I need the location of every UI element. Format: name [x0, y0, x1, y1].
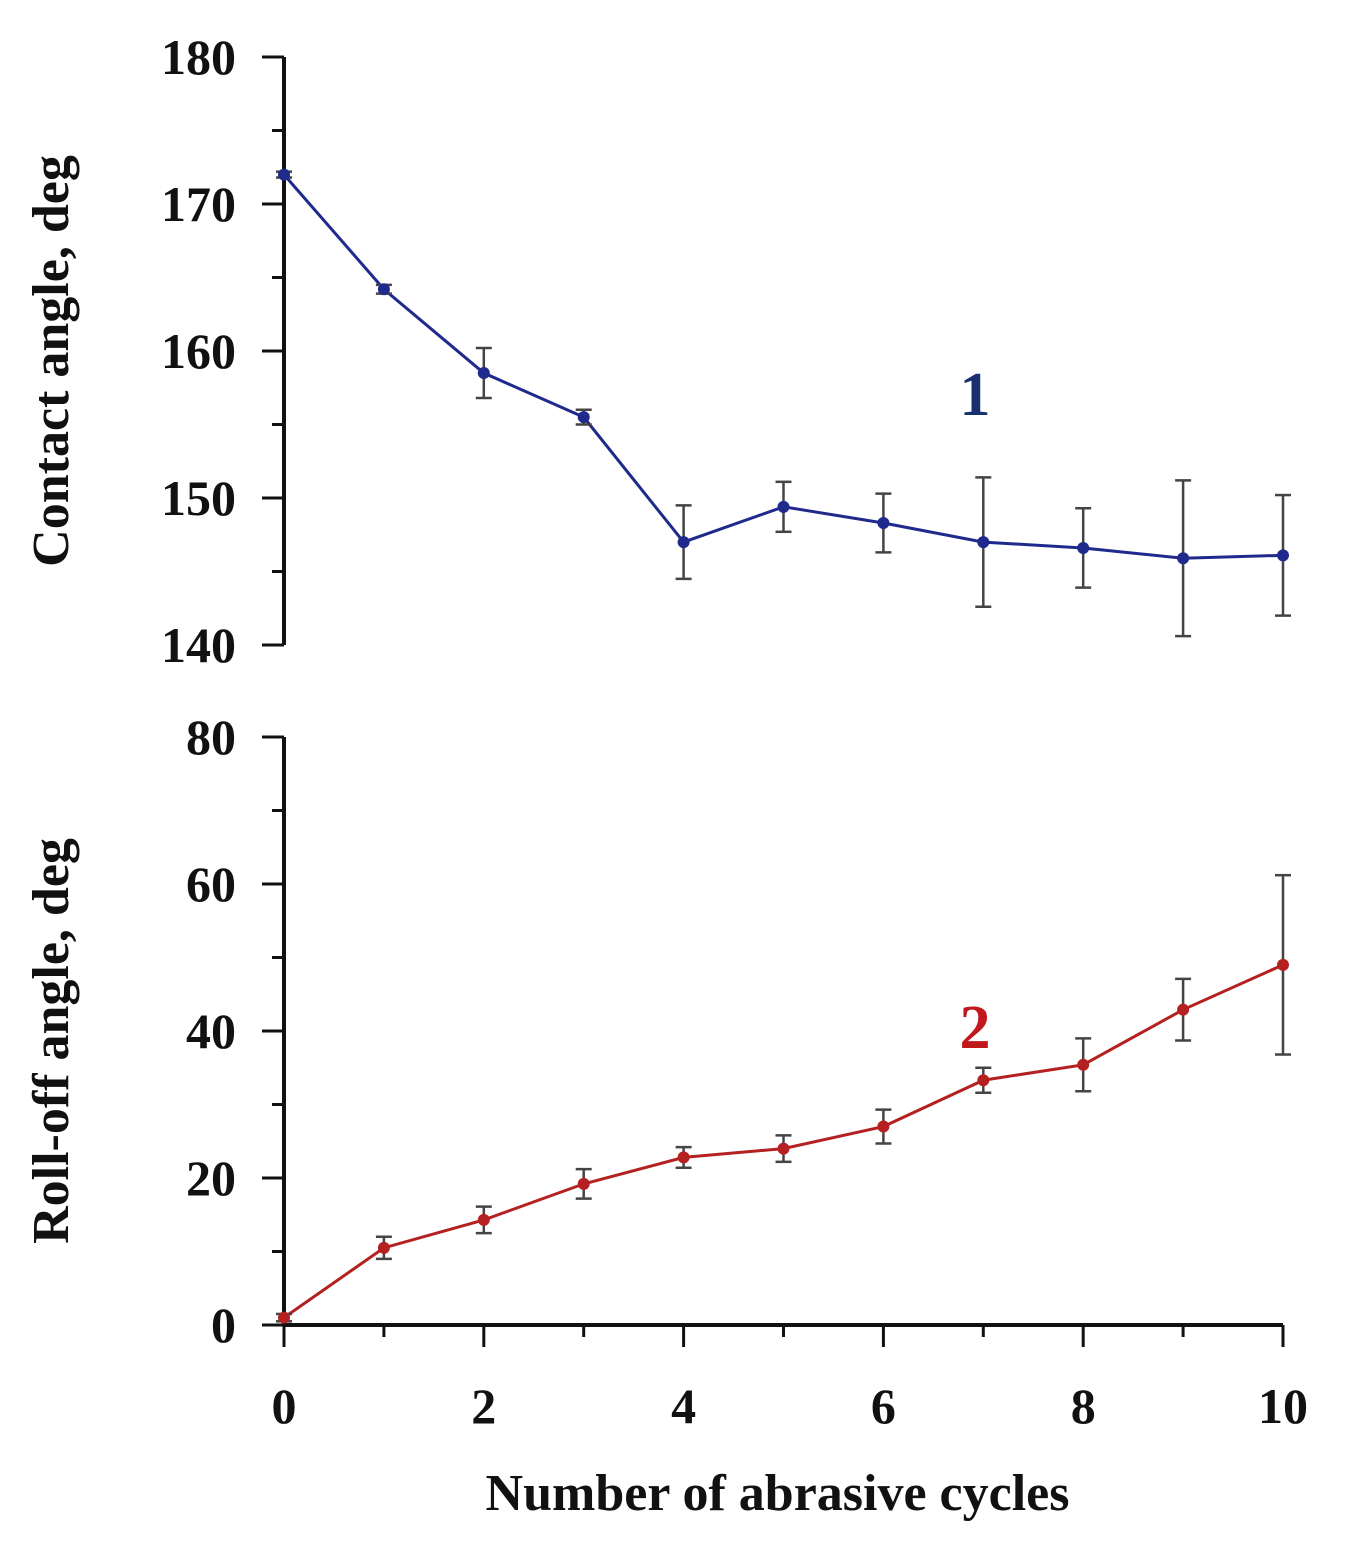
data-point — [577, 411, 590, 424]
contact-angle-panel: 140 150 160 170 180 Contact angle, deg 1 — [23, 29, 1291, 673]
x-tick-label: 8 — [1071, 1378, 1096, 1434]
y-axis-title: Contact angle, deg — [23, 155, 80, 567]
y-tick-label: 40 — [186, 1003, 236, 1059]
y-tick-label: 20 — [186, 1150, 236, 1206]
roll-off-angle-panel: 0 20 40 60 80 Roll-off angle, deg 0 2 4 6 8 10 Numbe… — [23, 709, 1308, 1522]
curve-label: 2 — [960, 994, 991, 1062]
data-point — [1177, 552, 1190, 565]
y-tick-label: 150 — [161, 470, 236, 526]
y-tick-label: 60 — [186, 856, 236, 912]
data-point — [1277, 549, 1289, 562]
y-tick-label: 180 — [161, 29, 236, 85]
y-tick-label: 160 — [161, 323, 236, 379]
y-axis-title: Roll-off angle, deg — [23, 838, 80, 1244]
y-tick-label: 0 — [211, 1297, 236, 1353]
data-point — [377, 283, 390, 296]
data-point — [477, 367, 490, 380]
x-tick-label: 10 — [1258, 1378, 1308, 1434]
y-tick-label: 170 — [161, 176, 236, 232]
data-point — [877, 516, 890, 529]
data-point — [677, 536, 690, 549]
data-point — [1077, 1058, 1090, 1071]
x-tick-label: 6 — [871, 1378, 896, 1434]
x-tick-label: 0 — [272, 1378, 297, 1434]
x-axis-title: Number of abrasive cycles — [486, 1465, 1070, 1522]
x-tick-label: 4 — [671, 1378, 696, 1434]
data-point — [677, 1151, 690, 1164]
data-point — [577, 1177, 590, 1190]
data-point — [777, 500, 790, 513]
data-point — [977, 1074, 990, 1087]
data-point — [1177, 1003, 1190, 1016]
data-point — [877, 1120, 890, 1133]
data-point — [278, 168, 290, 181]
y-tick-label: 140 — [161, 617, 236, 673]
data-point — [377, 1241, 390, 1254]
curve-label: 1 — [960, 361, 991, 429]
data-point — [1077, 541, 1090, 554]
x-tick-label: 2 — [471, 1378, 496, 1434]
data-point — [777, 1142, 790, 1155]
data-point — [1277, 958, 1289, 971]
data-point — [278, 1311, 290, 1324]
data-point — [477, 1213, 490, 1226]
data-point — [977, 536, 990, 549]
y-tick-label: 80 — [186, 709, 236, 765]
